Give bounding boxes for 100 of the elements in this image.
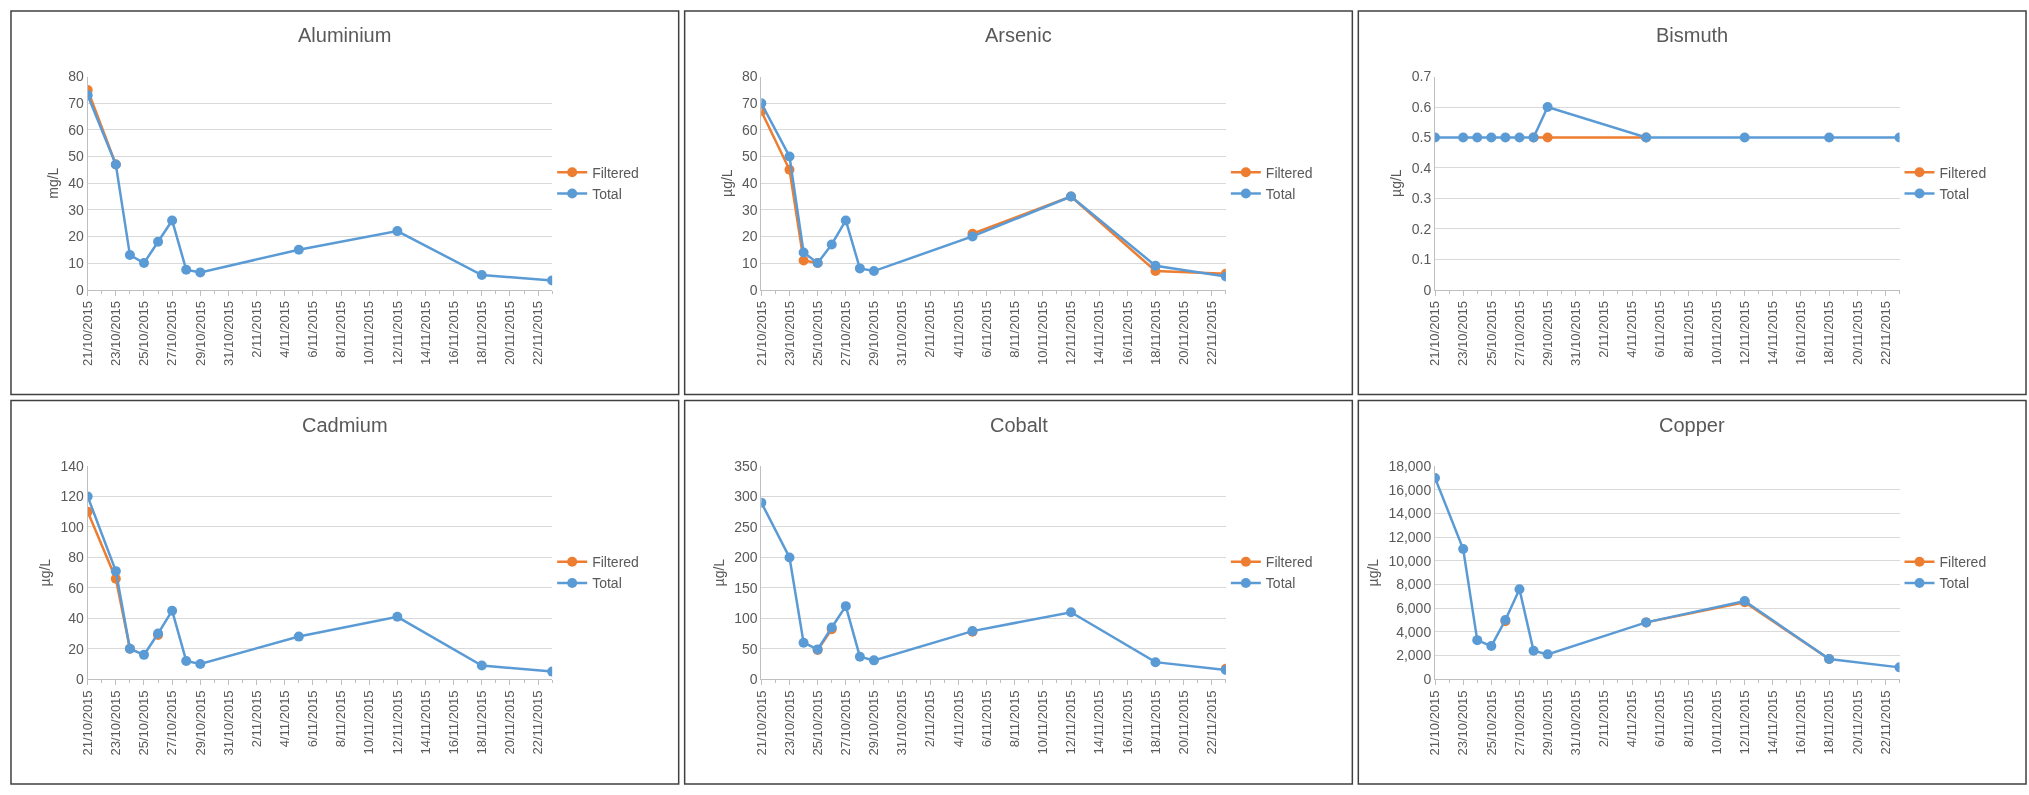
y-tick-label: 20 — [741, 228, 758, 245]
y-tick-label: 80 — [68, 68, 85, 85]
chart-title: Aluminium — [298, 24, 392, 46]
x-tick-label: 8/11/2015 — [1006, 300, 1022, 358]
y-axis-title: µg/L — [710, 558, 727, 587]
x-tick-label: 31/10/2015 — [1568, 300, 1583, 366]
y-axis-title: µg/L — [37, 558, 54, 587]
y-tick-label: 100 — [734, 610, 758, 627]
x-tick-label: 23/10/2015 — [108, 300, 124, 366]
x-tick-label: 4/11/2015 — [276, 300, 292, 358]
legend-label: Total — [1939, 185, 1970, 202]
y-tick-label: 0 — [76, 671, 85, 688]
x-tick-label: 2/11/2015 — [1596, 300, 1612, 358]
x-tick-label: 2/11/2015 — [1596, 690, 1612, 748]
x-tick-label: 31/10/2015 — [894, 300, 910, 366]
x-tick-label: 25/10/2015 — [1483, 300, 1499, 366]
x-tick-label: 18/11/2015 — [1821, 300, 1837, 366]
x-tick-label: 14/11/2015 — [417, 300, 433, 366]
y-tick-label: 50 — [741, 640, 758, 657]
y-tick-label: 80 — [68, 549, 85, 566]
x-tick-label: 6/11/2015 — [305, 690, 321, 748]
x-tick-label: 22/11/2015 — [1204, 300, 1219, 366]
x-tick-label: 10/11/2015 — [1708, 690, 1724, 755]
y-tick-label: 100 — [60, 518, 85, 535]
x-tick-label: 20/11/2015 — [1849, 300, 1865, 366]
x-tick-label: 16/11/2015 — [1793, 690, 1809, 755]
x-tick-label: 12/11/2015 — [1063, 690, 1079, 755]
y-tick-label: 60 — [741, 121, 758, 138]
x-tick-label: 29/10/2015 — [1539, 690, 1555, 756]
y-tick-label: 20 — [68, 640, 85, 657]
y-tick-label: 30 — [741, 201, 758, 218]
y-tick-label: 120 — [60, 488, 85, 505]
legend-label: Filtered — [592, 164, 639, 181]
y-tick-label: 0.6 — [1411, 98, 1432, 115]
legend-label: Filtered — [592, 554, 639, 571]
y-tick-label: 0 — [1423, 671, 1432, 688]
x-tick-label: 31/10/2015 — [220, 300, 236, 366]
x-tick-label: 4/11/2015 — [1624, 300, 1640, 358]
x-tick-label: 27/10/2015 — [1511, 690, 1527, 756]
y-tick-label: 50 — [68, 148, 85, 165]
y-tick-label: 10 — [741, 254, 758, 271]
y-tick-label: 14,000 — [1388, 505, 1432, 522]
y-tick-label: 0.1 — [1411, 251, 1432, 268]
x-tick-label: 16/11/2015 — [445, 300, 461, 366]
y-tick-label: 8,000 — [1396, 576, 1432, 593]
chart-title: Bismuth — [1656, 24, 1729, 46]
x-tick-label: 25/10/2015 — [809, 300, 825, 366]
y-tick-label: 0.5 — [1411, 129, 1432, 146]
x-tick-label: 31/10/2015 — [894, 690, 910, 756]
y-tick-label: 20 — [68, 228, 85, 245]
x-tick-label: 6/11/2015 — [1652, 300, 1668, 358]
x-tick-label: 21/10/2015 — [79, 300, 95, 366]
y-tick-label: 0.7 — [1411, 68, 1432, 85]
y-axis-title: mg/L — [44, 167, 61, 199]
x-tick-label: 2/11/2015 — [248, 690, 264, 748]
y-tick-label: 40 — [68, 610, 85, 627]
legend-label: Filtered — [1939, 554, 1987, 571]
x-tick-label: 18/11/2015 — [1821, 690, 1837, 755]
y-axis-title: µg/L — [718, 169, 735, 197]
y-tick-label: 10,000 — [1388, 552, 1432, 569]
legend-label: Filtered — [1265, 164, 1313, 181]
x-tick-label: 27/10/2015 — [164, 300, 180, 366]
x-tick-label: 21/10/2015 — [79, 690, 95, 756]
y-tick-label: 0.3 — [1411, 190, 1432, 207]
x-tick-label: 20/11/2015 — [502, 690, 518, 755]
x-tick-label: 14/11/2015 — [1091, 690, 1107, 755]
legend-label: Total — [1265, 575, 1296, 592]
x-tick-label: 22/11/2015 — [1877, 300, 1893, 366]
x-tick-label: 14/11/2015 — [1765, 690, 1781, 755]
y-tick-label: 0.2 — [1411, 220, 1432, 237]
x-tick-label: 18/11/2015 — [1147, 300, 1163, 366]
y-tick-label: 0.4 — [1411, 159, 1432, 176]
x-tick-label: 21/10/2015 — [1427, 300, 1443, 366]
x-tick-label: 29/10/2015 — [866, 690, 882, 756]
y-axis-title: µg/L — [1364, 558, 1381, 587]
x-tick-label: 16/11/2015 — [1119, 300, 1135, 366]
x-tick-label: 25/10/2015 — [136, 300, 152, 366]
y-tick-label: 18,000 — [1388, 457, 1432, 474]
x-tick-label: 21/10/2015 — [753, 300, 769, 366]
x-tick-label: 4/11/2015 — [950, 690, 966, 748]
y-tick-label: 2,000 — [1396, 647, 1432, 664]
x-tick-label: 2/11/2015 — [922, 300, 938, 358]
x-tick-label: 29/10/2015 — [1539, 300, 1555, 366]
x-tick-label: 29/10/2015 — [192, 300, 208, 366]
x-tick-label: 10/11/2015 — [1035, 300, 1051, 366]
y-tick-label: 0 — [749, 671, 758, 688]
chart-title: Copper — [1659, 414, 1725, 436]
y-tick-label: 150 — [734, 579, 758, 596]
y-axis-title: µg/L — [1388, 169, 1405, 197]
x-tick-label: 16/11/2015 — [1793, 300, 1809, 366]
x-tick-label: 6/11/2015 — [978, 300, 994, 358]
y-tick-label: 4,000 — [1396, 623, 1432, 640]
x-tick-label: 25/10/2015 — [809, 690, 825, 756]
x-tick-label: 8/11/2015 — [333, 300, 349, 358]
x-tick-label: 4/11/2015 — [1624, 690, 1640, 748]
x-tick-label: 10/11/2015 — [361, 300, 377, 366]
x-tick-label: 6/11/2015 — [1652, 690, 1668, 748]
x-tick-label: 4/11/2015 — [950, 300, 966, 358]
y-tick-label: 50 — [741, 148, 758, 165]
y-tick-label: 6,000 — [1396, 600, 1432, 617]
